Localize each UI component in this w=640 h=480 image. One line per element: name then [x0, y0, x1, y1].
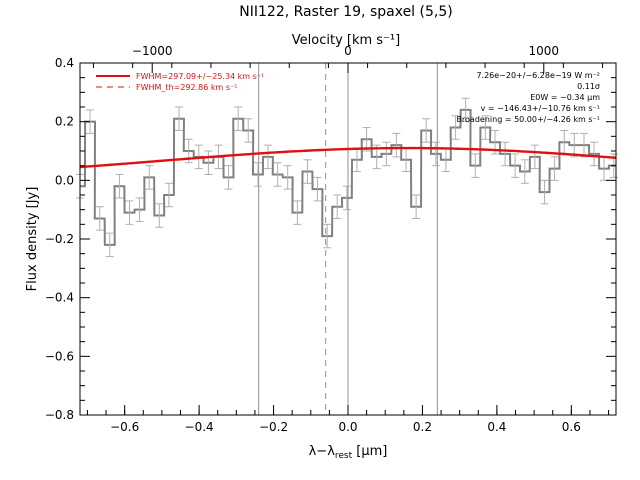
y-axis-ticks: −0.8 −0.6 −0.4 −0.2 0.0 0.2 0.4: [45, 56, 616, 422]
top-tick-label: 1000: [529, 44, 560, 58]
chart-title: NII122, Raster 19, spaxel (5,5): [239, 4, 452, 20]
error-bar: [471, 153, 480, 178]
error-bar: [263, 144, 272, 170]
error-bar: [125, 200, 134, 225]
error-bar: [461, 97, 470, 123]
error-bar: [590, 141, 599, 167]
error-bar: [501, 141, 510, 167]
error-bar: [253, 162, 262, 187]
error-bar: [273, 162, 282, 187]
error-bar: [105, 232, 114, 258]
error-bar: [86, 109, 95, 134]
error-bar: [95, 206, 104, 231]
error-bar: [520, 159, 529, 184]
error-bar: [293, 200, 302, 225]
x-tick-label: −0.4: [185, 420, 214, 434]
error-bar: [530, 144, 539, 170]
error-bar: [412, 194, 421, 219]
error-bar: [362, 127, 371, 152]
x-tick-label: 0.6: [562, 420, 581, 434]
error-bar: [175, 106, 184, 131]
x-axis-ticks: −0.6 −0.4 −0.2 0.0 0.2 0.4 0.6: [86, 405, 610, 434]
annotation-broadening: Broadening = 50.00+/−4.26 km s⁻¹: [456, 115, 600, 124]
annotation-velocity: v = −146.43+/−10.76 km s⁻¹: [481, 104, 600, 113]
x-axis-label-subscript: rest: [335, 451, 353, 461]
error-bar: [155, 203, 164, 228]
error-bar: [303, 159, 312, 184]
error-bar: [204, 150, 213, 175]
error-bar: [333, 194, 342, 219]
error-bar: [451, 115, 460, 140]
error-bar: [224, 165, 233, 190]
y-tick-label: −0.8: [45, 408, 74, 422]
top-tick-label: 0: [344, 44, 352, 58]
top-tick-label: −1000: [132, 44, 173, 58]
error-bar: [313, 176, 322, 202]
y-tick-label: −0.2: [45, 232, 74, 246]
error-bar: [481, 115, 490, 140]
error-bar: [323, 223, 332, 249]
error-bar: [550, 156, 559, 181]
error-bar: [382, 141, 391, 167]
x-tick-label: 0.2: [413, 420, 432, 434]
error-bar: [540, 179, 549, 205]
x-tick-label: −0.2: [259, 420, 288, 434]
error-bar: [511, 153, 520, 178]
error-bar: [115, 173, 124, 199]
top-axis-ticks: −1000 0 1000: [92, 44, 604, 73]
x-axis-label-unit: [μm]: [352, 444, 387, 459]
error-bar: [145, 165, 154, 190]
error-bar: [392, 132, 401, 158]
y-tick-label: −0.6: [45, 349, 74, 363]
x-axis-label-main: λ−λ: [309, 444, 336, 459]
annotation-sigma: 0.11σ: [577, 82, 600, 91]
y-tick-label: −0.4: [45, 291, 74, 305]
error-bar: [244, 118, 253, 143]
error-bar: [234, 106, 243, 131]
error-bar: [164, 182, 173, 208]
error-bar: [570, 132, 579, 158]
y-tick-label: 0.4: [55, 56, 74, 70]
error-bar: [135, 197, 144, 222]
x-tick-label: 0.0: [338, 420, 357, 434]
top-axis-label: Velocity [km s⁻¹]: [292, 33, 400, 48]
gaussian-fit-curve: [79, 146, 617, 169]
error-bar: [431, 141, 440, 167]
vertical-marker-lines: [258, 63, 438, 415]
legend-fwhm-th-text: FWHM_th=292.86 km s⁻¹: [136, 83, 237, 92]
x-tick-label: −0.6: [110, 420, 139, 434]
y-tick-label: 0.0: [55, 173, 74, 187]
legend-fwhm-text: FWHM=297.09+/−25.34 km s⁻¹: [136, 72, 264, 81]
error-bar: [579, 132, 588, 158]
error-bar: [342, 185, 351, 211]
x-tick-label: 0.4: [487, 420, 506, 434]
annotation-eqw: E0W = −0.34 μm: [530, 93, 600, 102]
error-bar: [283, 165, 292, 190]
y-tick-label: 0.2: [55, 115, 74, 129]
error-bar: [422, 118, 431, 143]
annotation-flux: 7.26e−20+/−6.28e−19 W m⁻²: [476, 71, 600, 80]
x-axis-label: λ−λrest [μm]: [309, 444, 388, 461]
y-axis-label: Flux density [Jy]: [25, 187, 40, 292]
